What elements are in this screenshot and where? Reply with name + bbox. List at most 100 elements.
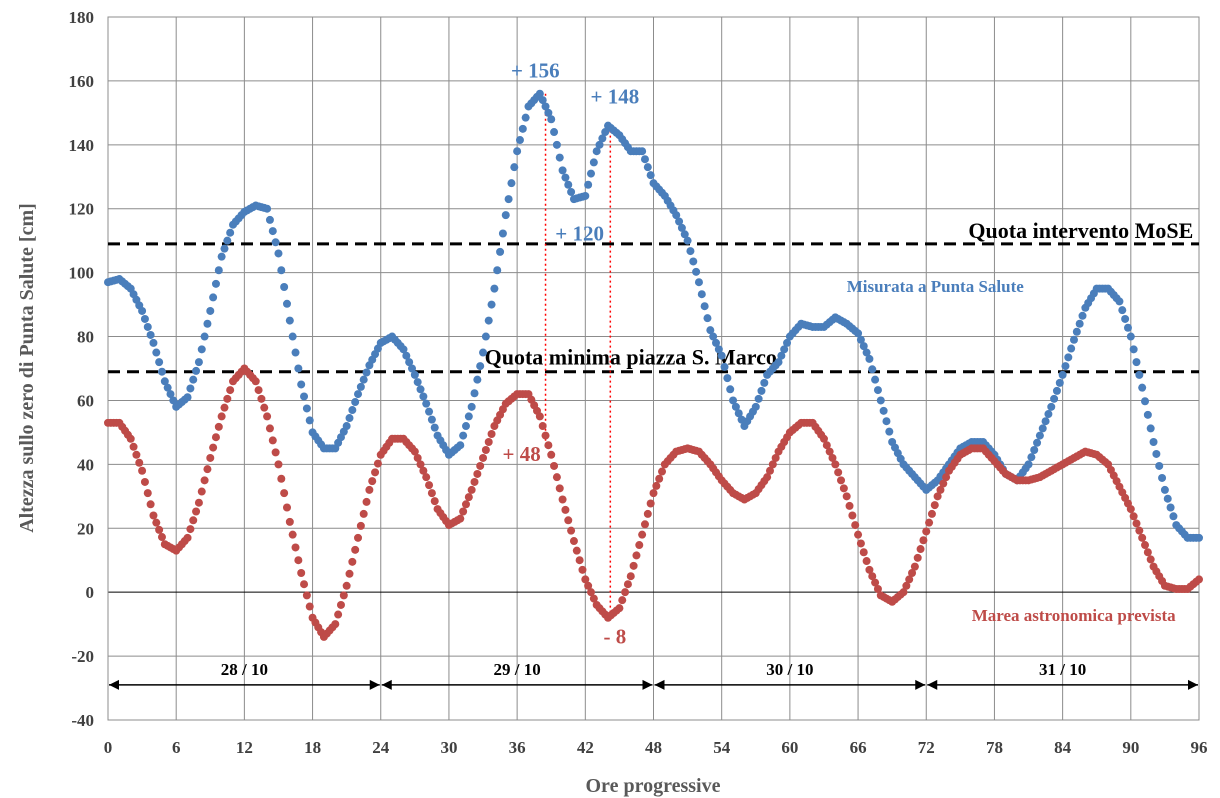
data-point (274, 460, 283, 469)
data-point (865, 354, 874, 363)
data-point-interp (223, 394, 232, 403)
data-point-interp (754, 394, 763, 403)
data-point-interp (930, 501, 939, 510)
data-point-interp (1078, 311, 1087, 320)
data-point-interp (484, 316, 493, 325)
data-point-interp (226, 386, 235, 395)
data-point-interp (265, 215, 274, 224)
data-point-interp (1152, 449, 1161, 458)
data-point-interp (214, 266, 223, 275)
data-point (558, 166, 567, 175)
data-point-interp (493, 266, 502, 275)
data-point-interp (1041, 417, 1050, 426)
data-point (501, 211, 510, 220)
data-point-interp (643, 509, 652, 518)
x-tick-label: 0 (104, 738, 113, 757)
x-tick-label: 6 (172, 738, 181, 757)
data-point-interp (1044, 410, 1053, 419)
data-point-interp (1061, 362, 1070, 371)
data-point-interp (1146, 424, 1155, 433)
data-point (183, 393, 192, 402)
data-point (479, 348, 488, 357)
data-point-interp (476, 362, 485, 371)
data-point-interp (271, 448, 280, 457)
data-point-interp (658, 467, 667, 476)
data-point (149, 511, 158, 520)
data-point (649, 489, 658, 498)
x-tick-label: 42 (577, 738, 594, 757)
data-point-interp (300, 580, 309, 589)
annotations: + 156 + 148 + 120 + 48 - 8 (503, 59, 640, 649)
data-point-interp (927, 509, 936, 518)
series-measured (104, 89, 1203, 542)
data-point (763, 473, 772, 482)
y-tick-label: 180 (69, 8, 95, 27)
data-point (1138, 383, 1147, 392)
data-point-interp (464, 412, 473, 421)
data-point (1138, 533, 1147, 542)
value-annotation: + 120 (555, 222, 604, 246)
data-point-interp (541, 102, 550, 111)
data-point-interp (834, 468, 843, 477)
data-point-interp (129, 442, 138, 451)
x-axis-label: Ore progressive (586, 775, 721, 797)
data-point-interp (189, 375, 198, 384)
x-tick-label: 90 (1122, 738, 1139, 757)
data-point-interp (461, 422, 470, 431)
data-point-interp (1118, 306, 1127, 315)
data-point (297, 569, 306, 578)
data-point-interp (584, 180, 593, 189)
data-point-interp (186, 525, 195, 534)
data-point-interp (567, 187, 576, 196)
arrow-right-icon (915, 679, 926, 690)
data-point-interp (476, 461, 485, 470)
data-point-interp (1158, 473, 1167, 482)
data-point-interp (902, 581, 911, 590)
data-point-interp (1067, 344, 1076, 353)
y-tick-label: -40 (71, 711, 94, 730)
data-point-interp (1038, 424, 1047, 433)
data-point (342, 422, 351, 431)
data-point (910, 562, 919, 571)
data-point-interp (362, 368, 371, 377)
data-point (1069, 335, 1078, 344)
data-point-interp (586, 169, 595, 178)
data-point-interp (859, 342, 868, 351)
data-point-interp (584, 581, 593, 590)
data-point (1160, 485, 1169, 494)
data-point-interp (845, 501, 854, 510)
data-point-interp (942, 473, 951, 482)
data-point-interp (859, 548, 868, 557)
data-point-interp (862, 557, 871, 566)
data-point-interp (470, 477, 479, 486)
data-point-interp (680, 230, 689, 239)
data-point (535, 89, 544, 98)
day-label: 28 / 10 (221, 660, 268, 679)
data-point (626, 572, 635, 581)
data-point (217, 412, 226, 421)
data-point-interp (856, 539, 865, 548)
data-point (854, 530, 863, 539)
data-point-interp (277, 474, 286, 483)
data-point-interp (143, 322, 152, 331)
data-point-interp (629, 561, 638, 570)
y-tick-label: 20 (77, 519, 94, 538)
data-point-interp (828, 453, 837, 462)
data-point-interp (461, 500, 470, 509)
data-point-interp (1166, 503, 1175, 512)
data-point (581, 191, 590, 200)
y-tick-label: 160 (69, 72, 95, 91)
data-point-interp (135, 458, 144, 467)
data-point-interp (223, 236, 232, 245)
x-tick-label: 18 (304, 738, 321, 757)
data-point (149, 338, 158, 347)
arrow-left-icon (109, 679, 119, 690)
data-point-interp (257, 394, 266, 403)
data-point-interp (481, 445, 490, 454)
data-point-interp (768, 460, 777, 469)
data-point (285, 517, 294, 526)
data-point (751, 402, 760, 411)
data-point (354, 390, 363, 399)
data-point-interp (848, 511, 857, 520)
data-point-interp (291, 543, 300, 552)
